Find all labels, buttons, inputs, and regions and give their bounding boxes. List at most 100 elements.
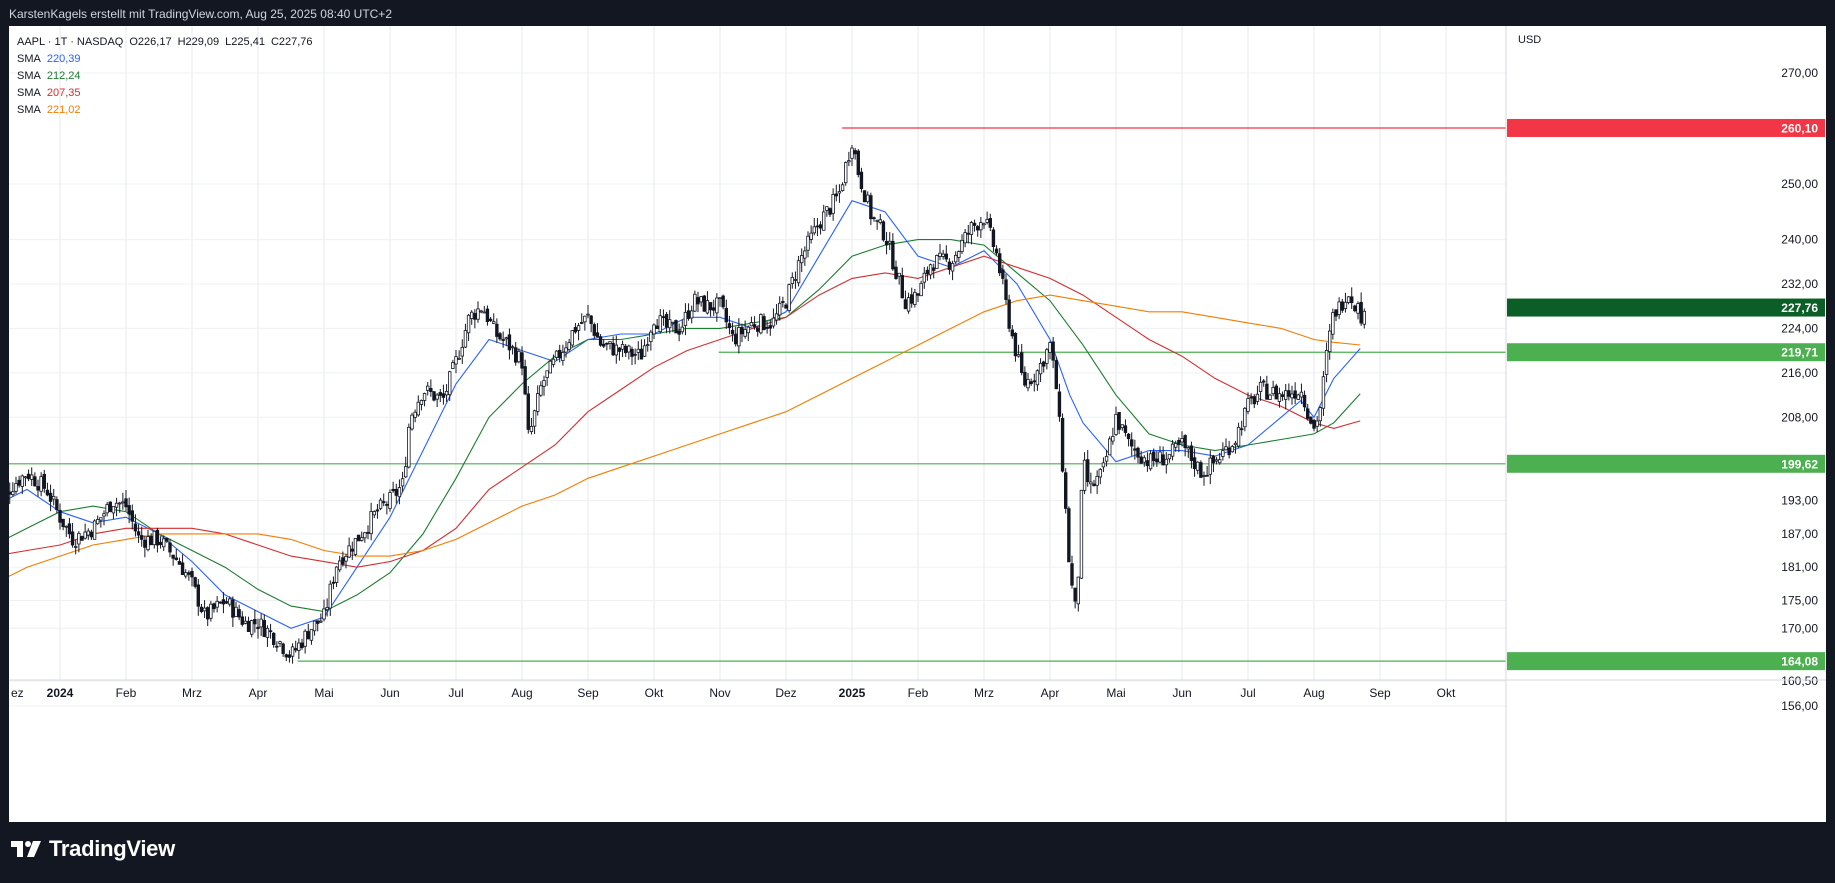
candle-down xyxy=(677,330,681,335)
candle-up xyxy=(52,496,56,500)
candle-down xyxy=(1086,459,1090,483)
y-tick-label: 250,00 xyxy=(1781,177,1818,191)
candle-up xyxy=(118,502,122,505)
candle-down xyxy=(617,347,622,352)
candle-down xyxy=(1309,416,1313,424)
candle-up xyxy=(482,311,486,314)
candle-down xyxy=(33,476,37,487)
candle-down xyxy=(294,648,298,651)
candle-down xyxy=(1057,391,1062,417)
x-tick-label: Sep xyxy=(577,686,599,700)
candle-down xyxy=(262,620,266,637)
candle-down xyxy=(1312,419,1316,429)
candle-up xyxy=(1111,436,1115,442)
candle-up xyxy=(290,646,295,657)
candle-up xyxy=(1296,394,1300,400)
candle-down xyxy=(573,327,578,333)
candle-down xyxy=(925,269,930,275)
candle-up xyxy=(875,219,879,222)
candle-up xyxy=(536,393,540,412)
x-tick-label: Jun xyxy=(380,686,399,700)
x-tick-label: Mai xyxy=(1106,686,1125,700)
candle-down xyxy=(1130,439,1134,447)
candle-down xyxy=(734,334,738,345)
x-tick-label: Aug xyxy=(1303,686,1324,700)
candle-up xyxy=(510,346,515,349)
y-tick-label: 175,00 xyxy=(1781,594,1818,608)
sma-line xyxy=(9,294,1361,577)
candle-down xyxy=(187,572,191,575)
candle-up xyxy=(328,583,332,609)
tradingview-logo[interactable]: TradingView xyxy=(11,836,175,862)
candle-up xyxy=(319,620,323,623)
candle-down xyxy=(595,332,600,338)
candle-down xyxy=(55,499,59,511)
currency-label: USD xyxy=(1518,34,1541,46)
candle-down xyxy=(9,491,12,495)
symbol-label[interactable]: AAPL · 1T · NASDAQ xyxy=(17,36,124,48)
candle-down xyxy=(856,150,860,175)
candle-down xyxy=(1177,440,1181,445)
candle-down xyxy=(1280,394,1285,397)
candle-down xyxy=(862,190,867,203)
candle-down xyxy=(580,322,584,324)
candle-up xyxy=(1076,576,1080,605)
chart-frame[interactable]: USD 270,00 250,00 240,00 232,00 224,00 216,00 2… xyxy=(9,26,1826,822)
candle-up xyxy=(561,352,565,361)
candle-down xyxy=(300,642,304,648)
candle-down xyxy=(1070,563,1074,586)
x-tick-label: Feb xyxy=(116,686,137,700)
candle-up xyxy=(96,519,100,525)
candle-down xyxy=(828,208,832,215)
candle-up xyxy=(363,532,367,539)
candle-down xyxy=(1287,390,1291,397)
candle-down xyxy=(42,473,46,489)
candle-down xyxy=(1192,457,1197,470)
candle-down xyxy=(1067,508,1071,563)
candle-up xyxy=(771,317,776,327)
candle-down xyxy=(900,275,904,299)
last-price-tag xyxy=(1507,298,1825,317)
x-tick-label: Mrz xyxy=(974,686,994,700)
candle-down xyxy=(58,509,62,523)
candle-up xyxy=(743,329,747,337)
x-tick-label: 2024 xyxy=(47,686,74,700)
candle-down xyxy=(1123,425,1128,433)
y-tick-label: 193,00 xyxy=(1781,494,1818,508)
candle-up xyxy=(410,414,414,430)
candle-up xyxy=(504,337,508,340)
candle-up xyxy=(1277,393,1282,402)
price-chart[interactable]: USD 270,00 250,00 240,00 232,00 224,00 216,00 2… xyxy=(9,26,1826,822)
candle-up xyxy=(866,194,870,203)
candle-down xyxy=(558,349,562,358)
candle-up xyxy=(985,218,989,223)
candle-up xyxy=(847,160,851,163)
candle-up xyxy=(803,250,807,259)
candle-down xyxy=(1139,456,1143,464)
sma-row-1[interactable]: SMA 220,39 xyxy=(17,51,313,68)
sma-row-4[interactable]: SMA 221,02 xyxy=(17,102,313,119)
candle-down xyxy=(1293,390,1297,399)
candle-up xyxy=(278,641,282,644)
symbol-row: AAPL · 1T · NASDAQ O226,17 H229,09 L225,… xyxy=(17,34,313,51)
candle-up xyxy=(243,620,248,624)
sma-value: 207,35 xyxy=(46,87,81,99)
candle-up xyxy=(913,291,917,305)
candle-up xyxy=(1098,468,1102,478)
sma-row-2[interactable]: SMA 212,24 xyxy=(17,68,313,85)
candle-up xyxy=(919,282,923,297)
x-tick-label: Aug xyxy=(511,686,532,700)
candle-down xyxy=(894,266,898,280)
x-tick-label: Jul xyxy=(448,686,463,700)
candle-up xyxy=(759,314,763,334)
candle-up xyxy=(668,319,672,329)
level-price-label: 164,08 xyxy=(1781,655,1818,669)
candle-down xyxy=(1136,447,1140,458)
candle-up xyxy=(479,310,483,313)
candle-down xyxy=(80,536,84,541)
sma-row-3[interactable]: SMA 207,35 xyxy=(17,85,313,102)
sma-value: 212,24 xyxy=(46,70,81,82)
candle-down xyxy=(240,616,244,625)
candle-down xyxy=(1054,360,1058,390)
candle-up xyxy=(636,348,640,353)
